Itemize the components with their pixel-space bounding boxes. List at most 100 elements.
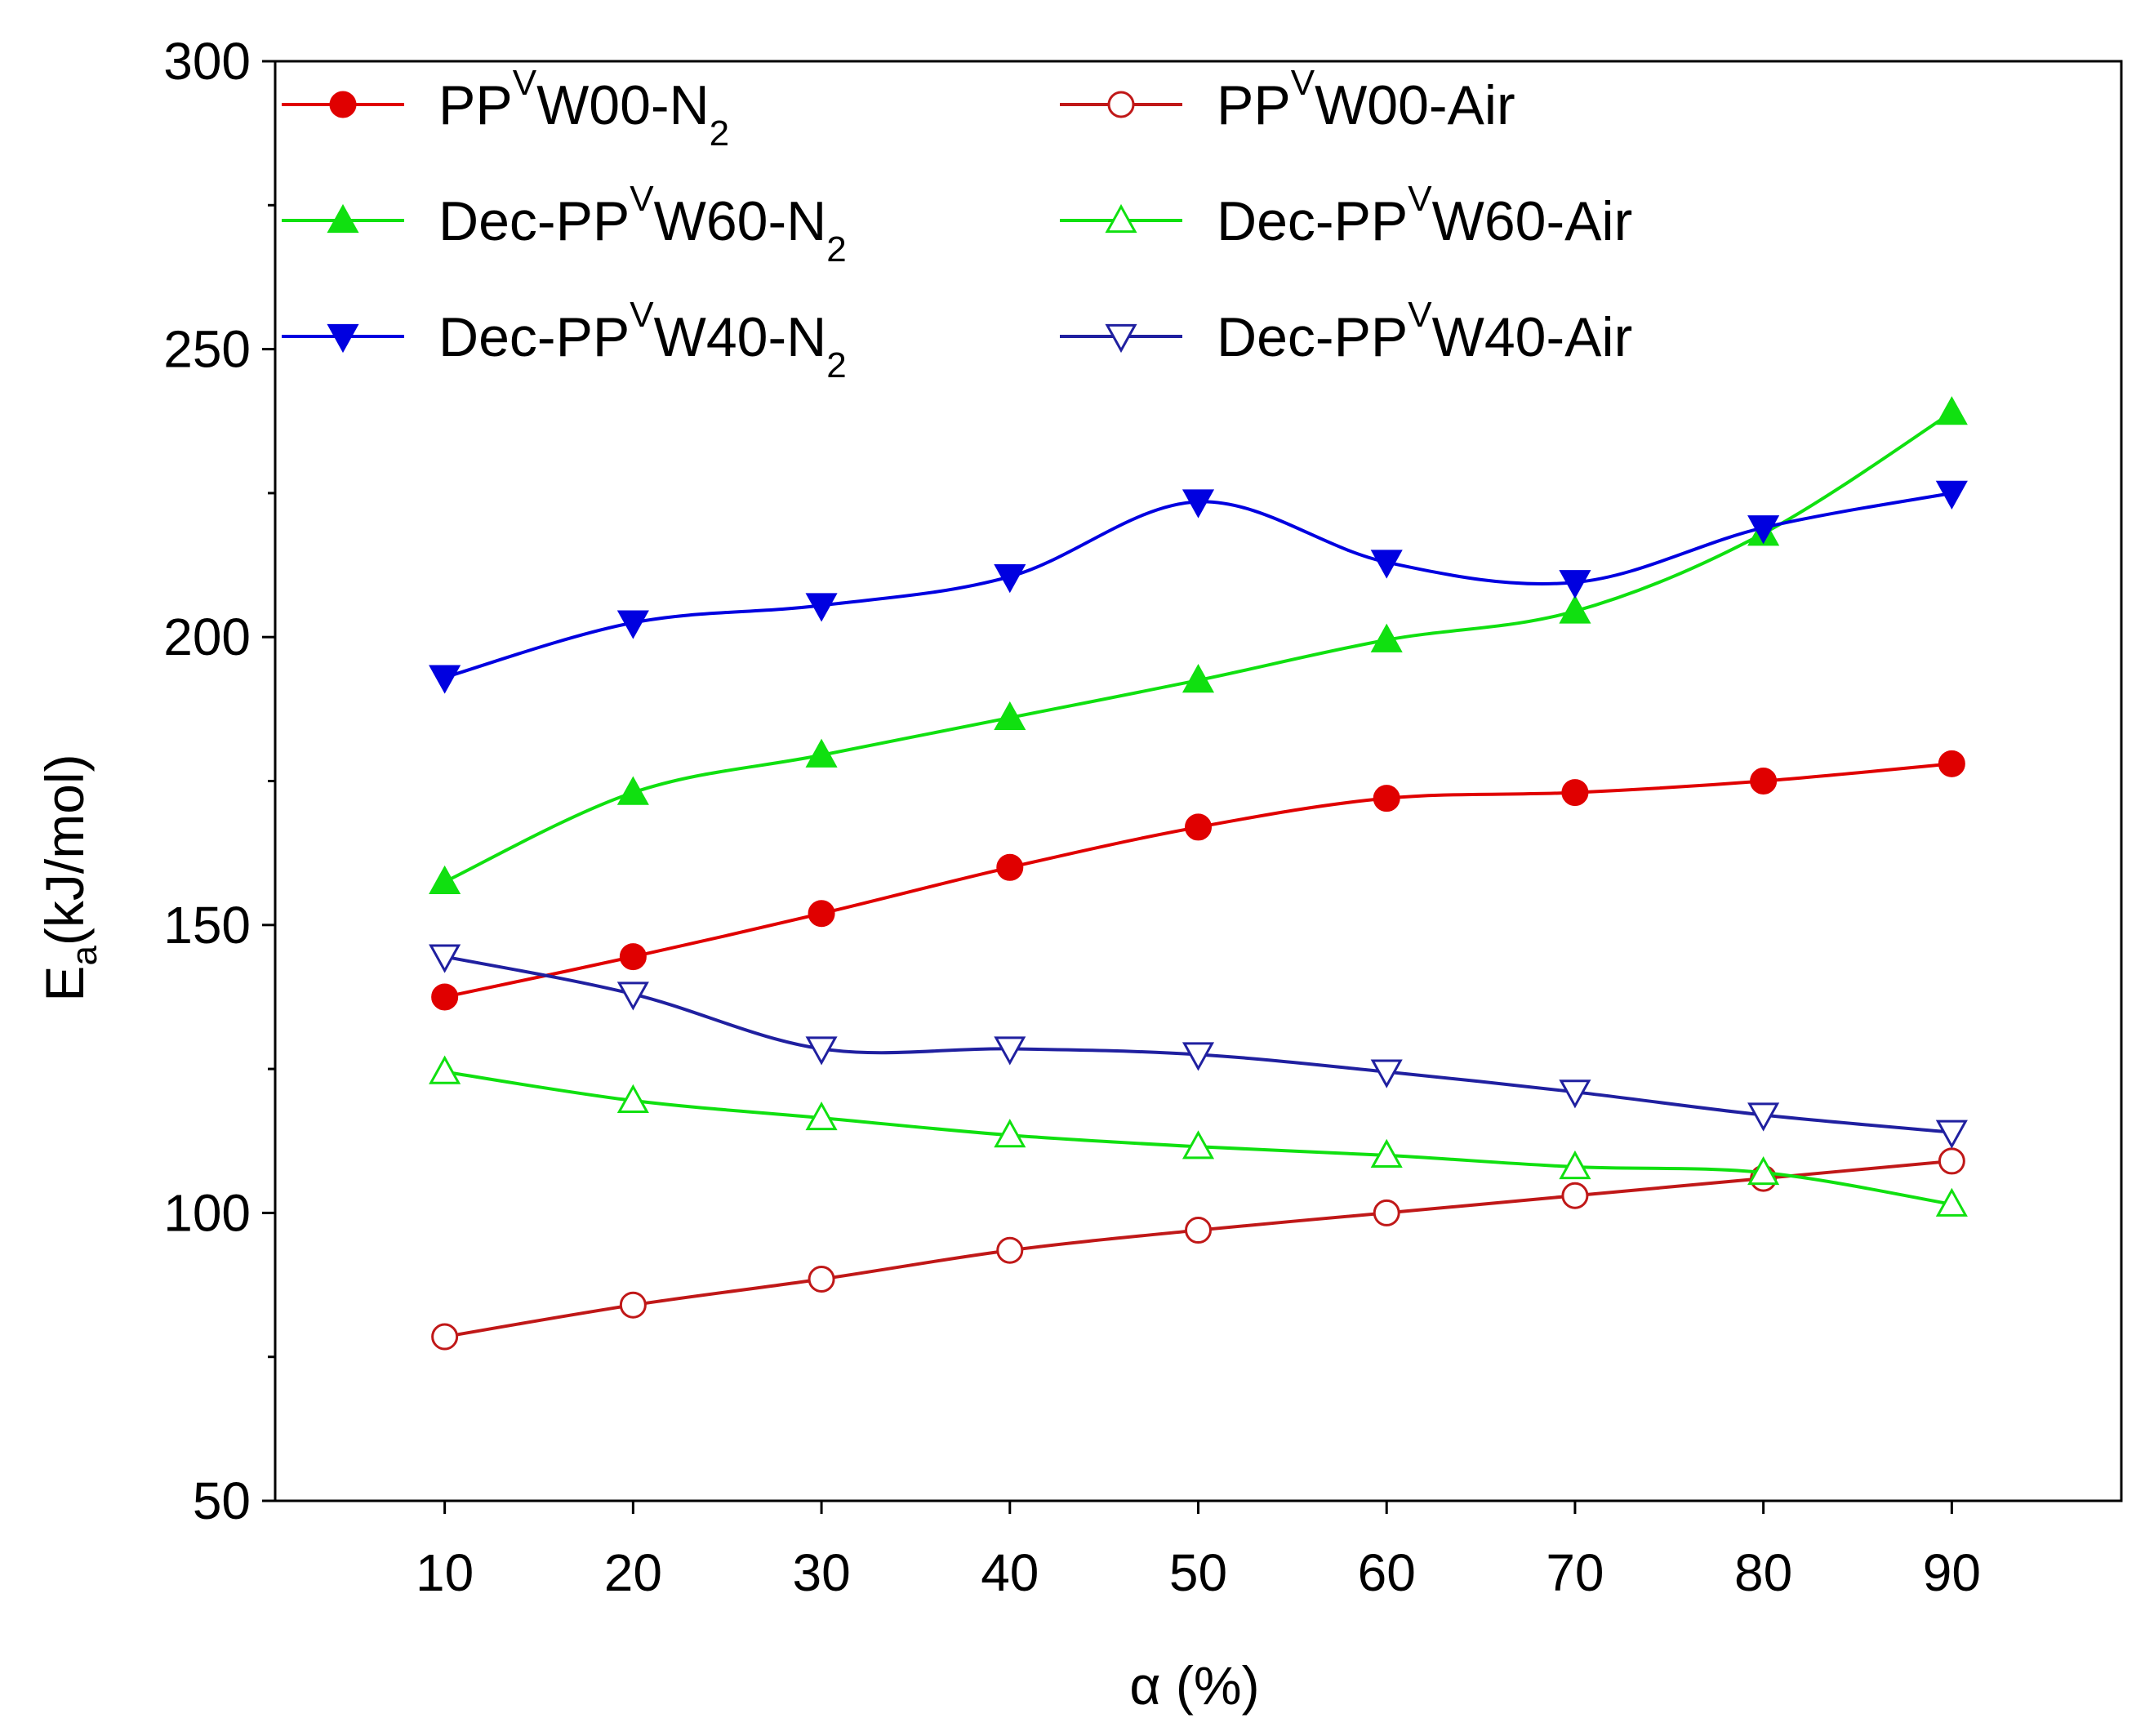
- legend-label: PPVW00-Air: [1217, 63, 1515, 136]
- data-point: [431, 1323, 459, 1351]
- data-point: [1935, 396, 1968, 425]
- data-point: [1182, 1130, 1215, 1160]
- y-tick-label: 100: [163, 1183, 251, 1242]
- series-Dec-PPVW60-Air: [429, 1055, 1968, 1217]
- data-point: [996, 1236, 1024, 1264]
- data-point: [805, 1101, 838, 1131]
- data-point: [805, 1036, 838, 1066]
- data-point: [429, 1055, 461, 1084]
- data-point: [994, 1119, 1026, 1148]
- data-point: [429, 944, 461, 973]
- data-point: [1935, 1187, 1968, 1217]
- x-tick-label: 90: [1923, 1543, 1981, 1602]
- x-tick-label: 80: [1734, 1543, 1792, 1602]
- legend-entry: Dec-PPVW60-Air: [1060, 179, 1632, 252]
- x-axis-title: α (%): [1129, 1655, 1259, 1716]
- data-point: [1561, 1182, 1589, 1209]
- data-point: [616, 1084, 649, 1113]
- data-point: [1185, 813, 1212, 841]
- y-axis-title-subscript: a: [65, 946, 105, 966]
- data-point: [1370, 623, 1403, 652]
- legend-label: Dec-PPVW60-Air: [1217, 179, 1632, 252]
- y-axis-title: Ea(kJ/mol): [34, 754, 105, 1001]
- data-point: [1747, 515, 1780, 545]
- data-point: [805, 738, 838, 768]
- series-line: [444, 491, 1952, 679]
- x-tick-label: 50: [1169, 1543, 1227, 1602]
- plot-area: [274, 60, 2123, 1502]
- legend-marker: [329, 91, 357, 118]
- series-Dec-PPVW40-N2: [429, 480, 1968, 694]
- data-point: [1182, 1042, 1215, 1071]
- legend-entry: Dec-PPVW40-Air: [1060, 295, 1632, 368]
- data-point: [994, 564, 1026, 594]
- series-PPVW00-N2: [431, 750, 1965, 1011]
- data-point: [429, 665, 461, 694]
- data-point: [1370, 1138, 1403, 1168]
- y-tick-label: 250: [163, 320, 251, 379]
- data-point: [1373, 785, 1400, 812]
- legend-entry: Dec-PPVW40-N2: [282, 295, 847, 385]
- data-point: [1370, 550, 1403, 579]
- series-Dec-PPVW60-N2: [429, 396, 1968, 895]
- y-tick-label: 150: [163, 896, 251, 955]
- data-point: [1559, 1150, 1591, 1180]
- x-axis: 10 20 30 40 50 60 70 80 90: [416, 1501, 1981, 1602]
- legend-label: Dec-PPVW40-N2: [438, 295, 847, 385]
- series-line: [443, 411, 1953, 884]
- series-Dec-PPVW40-Air: [429, 944, 1968, 1149]
- legend-entry: Dec-PPVW60-N2: [282, 179, 847, 269]
- data-point: [616, 610, 649, 639]
- legend-marker: [1105, 203, 1137, 234]
- data-point: [805, 593, 838, 622]
- y-tick-label: 300: [163, 32, 251, 91]
- legend-label: PPVW00-N2: [438, 63, 729, 154]
- series-line: [444, 1159, 1952, 1338]
- data-point: [616, 776, 649, 805]
- data-point: [994, 1036, 1026, 1066]
- data-point: [1370, 1059, 1403, 1088]
- data-point: [1935, 1119, 1968, 1149]
- series-PPVW00-Air: [431, 1147, 1965, 1351]
- data-point: [431, 983, 459, 1011]
- data-point: [1373, 1199, 1400, 1226]
- x-tick-label: 70: [1546, 1543, 1604, 1602]
- data-point: [429, 865, 461, 895]
- data-point: [994, 701, 1026, 731]
- data-point: [1185, 1217, 1212, 1244]
- data-point: [1747, 1155, 1780, 1186]
- y-axis-title-symbol: E: [34, 966, 95, 1002]
- x-tick-label: 60: [1358, 1543, 1416, 1602]
- legend: PPVW00-N2 PPVW00-Air Dec-PPVW60-N2 Dec-PPVW…: [282, 63, 1632, 385]
- data-point: [1938, 1147, 1965, 1175]
- legend-label: Dec-PPVW40-Air: [1217, 295, 1632, 368]
- data-point: [1747, 1102, 1780, 1132]
- legend-marker: [1105, 323, 1137, 354]
- data-point: [619, 943, 647, 971]
- x-tick-label: 20: [604, 1543, 662, 1602]
- data-point: [1559, 1079, 1591, 1109]
- y-axis: 50 100 150 200 250 300: [163, 32, 275, 1530]
- x-tick-label: 10: [416, 1543, 474, 1602]
- data-point: [808, 900, 835, 928]
- legend-entry: PPVW00-Air: [1060, 63, 1515, 136]
- legend-marker: [327, 323, 359, 354]
- legend-entry: PPVW00-N2: [282, 63, 729, 154]
- data-point: [616, 982, 649, 1011]
- svg-text:Ea(kJ/mol): Ea(kJ/mol): [34, 754, 105, 1001]
- y-axis-title-units: (kJ/mol): [34, 754, 95, 946]
- data-point: [1750, 768, 1778, 795]
- data-point: [1559, 570, 1591, 599]
- series-line: [444, 762, 1952, 999]
- data-point: [996, 853, 1024, 881]
- data-point: [1559, 594, 1591, 624]
- data-point: [808, 1265, 835, 1293]
- plot-frame: [274, 60, 2123, 1502]
- legend-marker: [327, 203, 359, 234]
- x-tick-label: 30: [792, 1543, 850, 1602]
- y-tick-label: 50: [193, 1471, 251, 1530]
- x-tick-label: 40: [981, 1543, 1039, 1602]
- data-point: [1182, 489, 1215, 519]
- data-point: [1182, 664, 1215, 693]
